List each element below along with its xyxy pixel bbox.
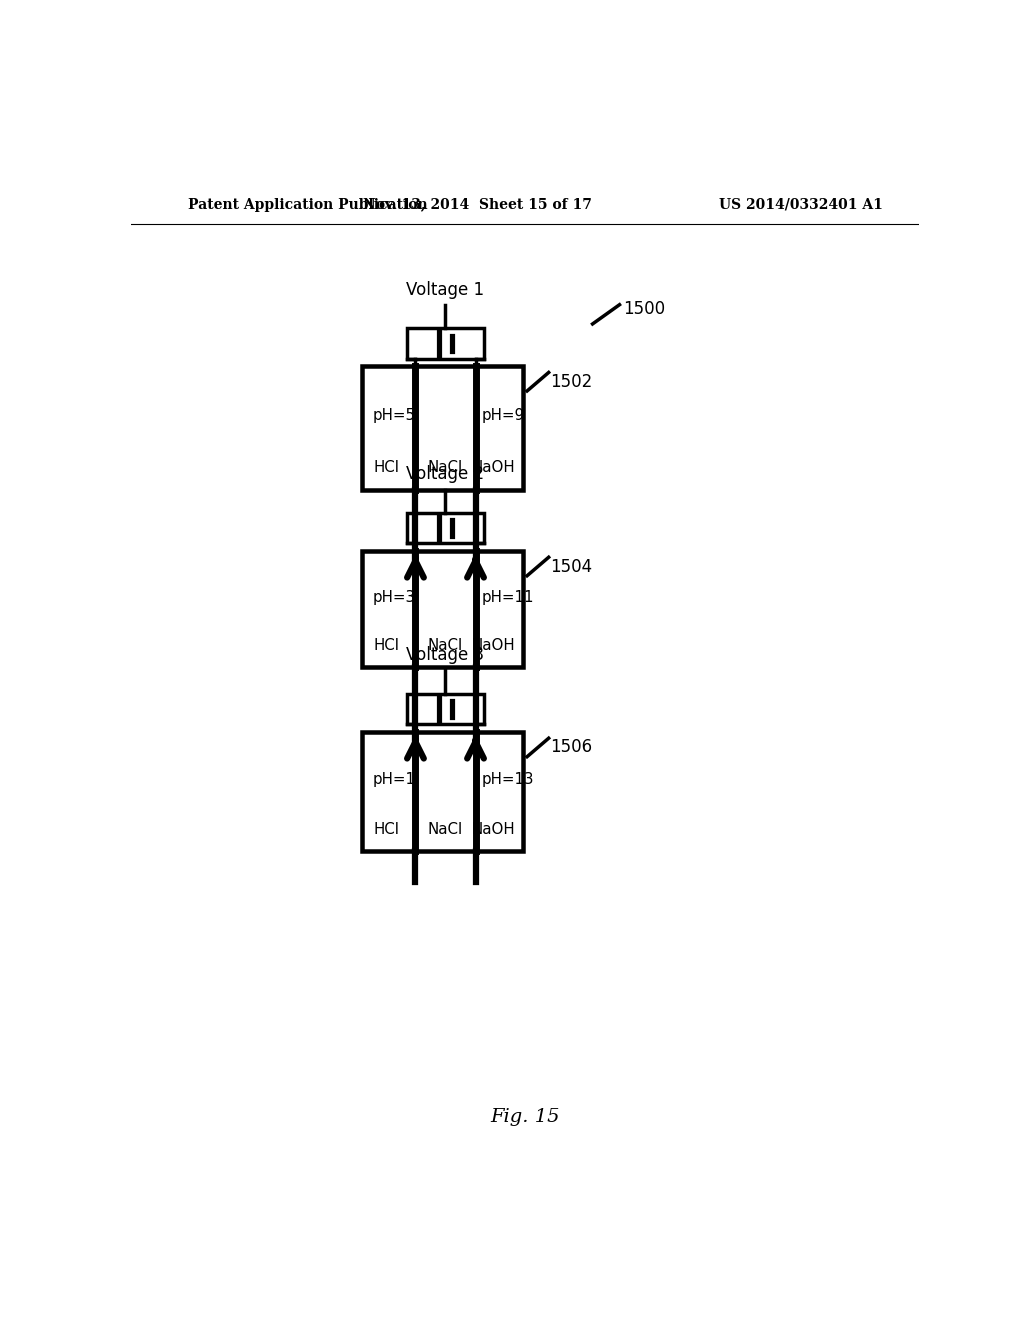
Text: pH=5: pH=5 (373, 408, 416, 424)
Text: NaCl: NaCl (428, 459, 463, 475)
Text: 1500: 1500 (624, 300, 666, 318)
Text: Voltage 3: Voltage 3 (407, 647, 484, 664)
Text: NaOH: NaOH (472, 459, 515, 475)
Bar (407, 512, 484, 544)
Text: 1504: 1504 (550, 557, 592, 576)
Text: NaOH: NaOH (472, 639, 515, 653)
Text: HCl: HCl (373, 639, 399, 653)
Text: Voltage 1: Voltage 1 (407, 281, 484, 298)
Text: pH=9: pH=9 (481, 408, 524, 424)
Text: pH=13: pH=13 (481, 772, 535, 787)
Text: US 2014/0332401 A1: US 2014/0332401 A1 (719, 198, 883, 211)
Text: Patent Application Publication: Patent Application Publication (188, 198, 428, 211)
Text: NaCl: NaCl (428, 639, 463, 653)
Text: pH=11: pH=11 (481, 590, 535, 605)
Text: 1506: 1506 (550, 738, 592, 756)
Text: NaOH: NaOH (472, 822, 515, 837)
Text: Nov. 13, 2014  Sheet 15 of 17: Nov. 13, 2014 Sheet 15 of 17 (362, 198, 592, 211)
Bar (407, 327, 484, 359)
Text: NaCl: NaCl (428, 822, 463, 837)
Text: HCl: HCl (373, 459, 399, 475)
Bar (361, 366, 523, 490)
Bar (361, 733, 523, 851)
Bar (407, 693, 484, 725)
Text: HCl: HCl (373, 822, 399, 837)
Text: pH=3: pH=3 (373, 590, 416, 605)
Bar (361, 552, 523, 667)
Text: Fig. 15: Fig. 15 (490, 1107, 559, 1126)
Text: Voltage 2: Voltage 2 (407, 466, 484, 483)
Text: 1502: 1502 (550, 372, 593, 391)
Text: pH=1: pH=1 (373, 772, 416, 787)
